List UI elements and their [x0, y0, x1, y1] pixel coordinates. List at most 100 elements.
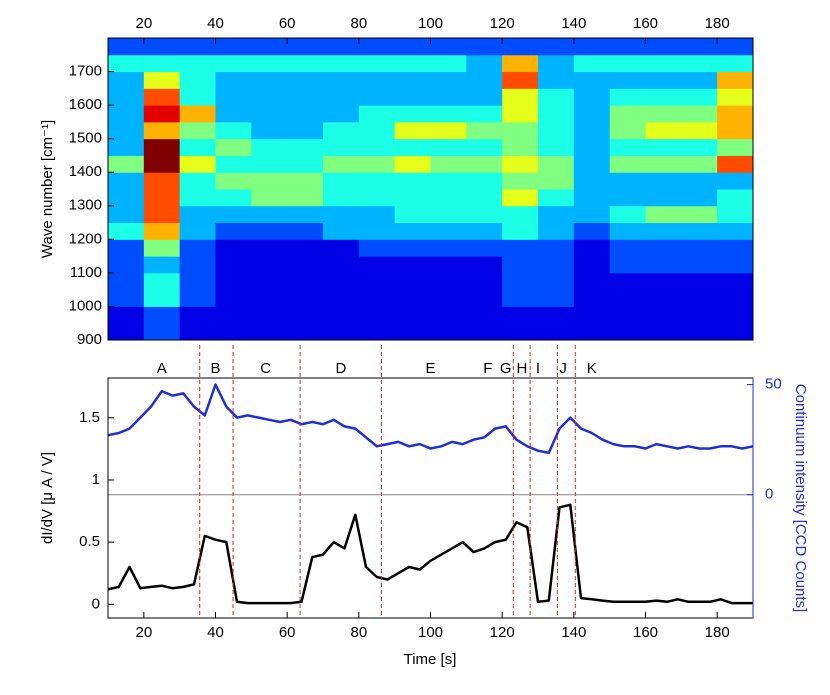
heat-cell — [573, 155, 611, 173]
heat-cell — [609, 172, 646, 190]
heat-cell — [143, 38, 181, 56]
heat-cell — [502, 121, 539, 140]
heat-cell — [323, 239, 360, 257]
heat-cell — [573, 272, 611, 291]
heat-cell — [394, 155, 431, 173]
heat-cell — [538, 138, 575, 156]
y2-tick-label: 0 — [765, 486, 773, 503]
heat-cell — [430, 88, 467, 106]
heat-cell — [108, 172, 145, 190]
heat-cell — [573, 121, 611, 140]
heat-cell — [287, 272, 324, 291]
heat-cell — [358, 54, 396, 73]
heat-cell — [358, 189, 396, 207]
heat-cell — [287, 71, 324, 89]
heat-cell — [394, 71, 431, 89]
heat-cell — [287, 88, 324, 106]
heat-cell — [358, 138, 396, 156]
heat-cell — [430, 121, 467, 140]
heat-cell — [609, 222, 646, 240]
heat-cell — [681, 138, 718, 156]
x-tick-label: 120 — [490, 15, 515, 32]
heat-cell — [323, 306, 360, 324]
x-tick-label: 80 — [350, 15, 367, 32]
heat-cell — [609, 272, 646, 291]
heat-cell — [251, 205, 288, 224]
heat-cell — [179, 306, 216, 324]
heat-cell — [717, 189, 754, 207]
heat-cell — [251, 239, 288, 257]
x-tick-label: 120 — [490, 624, 515, 641]
heat-cell — [430, 38, 467, 56]
heat-cell — [466, 38, 503, 56]
heat-cell — [466, 323, 503, 341]
heat-cell — [645, 222, 682, 240]
x-tick-label: 180 — [705, 624, 730, 641]
heat-cell — [108, 38, 145, 56]
heat-cell — [394, 189, 431, 207]
heat-cell — [609, 105, 646, 123]
y-tick-label: 1700 — [69, 63, 102, 80]
heat-cell — [287, 306, 324, 324]
heat-cell — [394, 205, 431, 224]
heat-cell — [645, 272, 682, 291]
heat-cell — [358, 256, 396, 274]
heat-cell — [645, 54, 682, 73]
heat-cell — [466, 205, 503, 224]
line-y2-label: Continuum intensity [CCD Counts] — [792, 384, 809, 612]
heat-cell — [108, 54, 145, 73]
heat-cell — [430, 289, 467, 307]
heat-cell — [430, 189, 467, 207]
heat-cell — [394, 306, 431, 324]
heat-cell — [287, 323, 324, 341]
y-tick-label: 0.5 — [79, 533, 100, 550]
heat-cell — [502, 88, 539, 106]
heat-cell — [358, 71, 396, 89]
heat-cell — [573, 256, 611, 274]
heat-cell — [717, 155, 754, 173]
heat-cell — [251, 289, 288, 307]
heat-cell — [179, 222, 216, 240]
heat-cell — [645, 205, 682, 224]
y-tick-label: 1200 — [69, 230, 102, 247]
heat-cell — [538, 38, 575, 56]
heat-cell — [215, 54, 252, 73]
heat-cell — [466, 289, 503, 307]
heat-cell — [645, 239, 682, 257]
y-tick-label: 1000 — [69, 297, 102, 314]
heat-cell — [502, 205, 539, 224]
heat-cell — [681, 256, 718, 274]
heat-cell — [287, 239, 324, 257]
heat-cell — [179, 54, 216, 73]
heat-cell — [251, 272, 288, 291]
heat-cell — [287, 121, 324, 140]
heat-cell — [466, 88, 503, 106]
heat-cell — [466, 71, 503, 89]
heat-cell — [143, 306, 181, 324]
heat-cell — [466, 239, 503, 257]
heat-cell — [538, 239, 575, 257]
heat-cell — [215, 189, 252, 207]
region-label: G — [500, 360, 512, 377]
heat-cell — [502, 38, 539, 56]
heat-cell — [108, 138, 145, 156]
heat-cell — [358, 155, 396, 173]
heat-cell — [502, 272, 539, 291]
heat-cell — [358, 105, 396, 123]
heat-cell — [215, 71, 252, 89]
heat-cell — [179, 172, 216, 190]
heat-cell — [717, 222, 754, 240]
heat-cell — [323, 272, 360, 291]
heat-cell — [323, 121, 360, 140]
y-tick-label: 1500 — [69, 130, 102, 147]
heat-cell — [358, 239, 396, 257]
heat-cell — [108, 256, 145, 274]
heat-cell — [430, 205, 467, 224]
heat-cell — [430, 306, 467, 324]
heat-cell — [717, 88, 754, 106]
x-tick-label: 100 — [418, 15, 443, 32]
heat-cell — [645, 71, 682, 89]
heat-cell — [143, 71, 181, 89]
heat-cell — [573, 205, 611, 224]
